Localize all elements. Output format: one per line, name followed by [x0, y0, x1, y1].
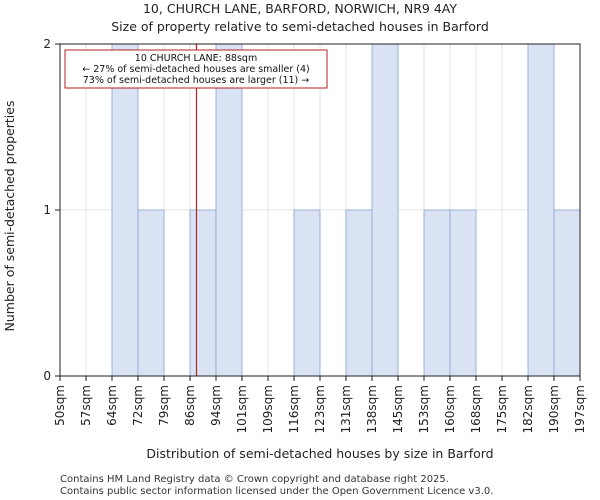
x-tick-label: 160sqm — [443, 385, 457, 433]
chart-subtitle: Size of property relative to semi-detach… — [111, 19, 489, 34]
bar-116sqm — [293, 209, 321, 377]
x-tick-label: 123sqm — [313, 385, 327, 433]
x-tick-label: 153sqm — [417, 385, 431, 433]
x-tick-label: 175sqm — [495, 385, 509, 433]
annotation-line-2: ← 27% of semi-detached houses are smalle… — [82, 64, 310, 75]
annotation-frame — [64, 49, 328, 89]
x-tick-label: 50sqm — [53, 385, 67, 426]
chart-title: 10, CHURCH LANE, BARFORD, NORWICH, NR9 4… — [143, 1, 457, 16]
bar-94sqm — [215, 43, 243, 377]
bar-72sqm — [137, 209, 165, 377]
x-tick-label: 190sqm — [547, 385, 561, 433]
x-tick-label: 64sqm — [105, 385, 119, 426]
x-tick-label: 72sqm — [131, 385, 145, 426]
y-axis-label: Number of semi-detached properties — [2, 101, 17, 332]
x-tick-label: 101sqm — [235, 385, 249, 433]
annotation-box: 10 CHURCH LANE: 88sqm ← 27% of semi-deta… — [64, 49, 328, 89]
x-axis-ticks: 50sqm 57sqm 64sqm 72sqm 79sqm 86sqm 94sqm 101sq… — [53, 376, 587, 433]
footer-line-2: Contains public sector information licen… — [60, 486, 493, 497]
x-tick-label: 131sqm — [339, 385, 353, 433]
x-tick-label: 86sqm — [183, 385, 197, 426]
x-axis-label: Distribution of semi-detached houses by … — [146, 446, 493, 461]
annotation-line-3: 73% of semi-detached houses are larger (… — [83, 75, 310, 86]
x-tick-label: 182sqm — [521, 385, 535, 433]
x-tick-label: 145sqm — [391, 385, 405, 433]
bars — [111, 43, 581, 377]
annotation-line-1: 10 CHURCH LANE: 88sqm — [135, 53, 257, 64]
x-tick-label: 138sqm — [365, 385, 379, 433]
y-tick-label: 2 — [43, 37, 51, 51]
x-tick-label: 94sqm — [209, 385, 223, 426]
x-tick-label: 168sqm — [469, 385, 483, 433]
bar-64sqm — [111, 43, 139, 377]
bar-153sqm — [423, 209, 451, 377]
bar-190sqm — [553, 209, 581, 377]
bar-138sqm — [371, 43, 399, 377]
x-tick-label: 109sqm — [261, 385, 275, 433]
x-tick-label: 197sqm — [573, 385, 587, 433]
bar-160sqm — [449, 209, 477, 377]
y-axis-ticks: 0 1 2 — [43, 37, 60, 383]
x-tick-label: 79sqm — [157, 385, 171, 426]
x-tick-label: 57sqm — [79, 385, 93, 426]
y-tick-label: 1 — [43, 203, 51, 217]
bar-131sqm — [345, 209, 373, 377]
x-tick-label: 116sqm — [287, 385, 301, 433]
footer-line-1: Contains HM Land Registry data © Crown c… — [60, 474, 449, 485]
y-tick-label: 0 — [43, 369, 51, 383]
bar-182sqm — [527, 43, 555, 377]
bar-86sqm — [189, 209, 217, 377]
